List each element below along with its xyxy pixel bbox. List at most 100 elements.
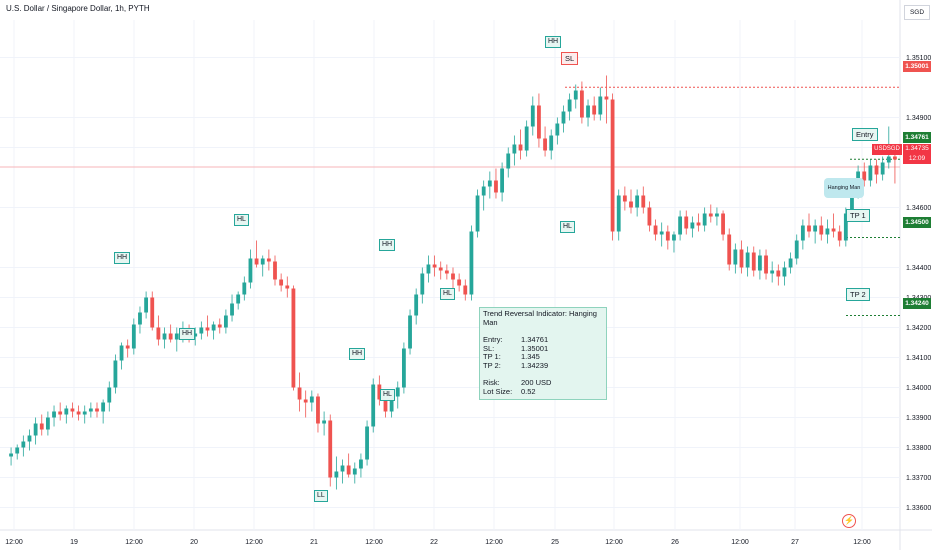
candle-body: [684, 216, 689, 229]
info-value: 1.34239: [521, 360, 549, 370]
x-tick-label: 12:00: [5, 539, 23, 546]
candle-body: [764, 255, 768, 274]
x-tick-label: 21: [310, 539, 318, 546]
candle-body: [211, 324, 216, 331]
candle-body: [629, 201, 633, 208]
candle-body: [524, 126, 529, 151]
info-row: Entry: 1.34761: [483, 336, 603, 345]
candle-body: [579, 90, 584, 118]
candle-body: [770, 270, 775, 274]
candle-body: [481, 186, 486, 196]
candle-body: [119, 345, 124, 361]
swing-label: LL: [314, 490, 328, 502]
candle-body: [39, 423, 44, 430]
info-row: SL: 1.35001: [483, 343, 603, 354]
candle-body: [248, 258, 253, 283]
candle-body: [365, 426, 369, 460]
x-tick-label: 12:00: [245, 539, 263, 546]
candle-body: [518, 144, 523, 151]
candle-body: [426, 264, 431, 274]
info-value: 1.345: [521, 352, 540, 362]
y-tick-label: 1.35100: [906, 55, 931, 62]
bar-countdown: 12:09: [908, 155, 926, 162]
candle-body: [168, 333, 173, 340]
candle-body: [469, 231, 474, 295]
candle-body: [64, 408, 69, 415]
candle-body: [678, 216, 683, 235]
info-box-title: Trend Reversal Indicator: Hanging Man: [483, 309, 597, 327]
sl-label: SL: [561, 52, 579, 65]
candle-body: [444, 270, 449, 274]
y-tick-label: 1.33800: [906, 445, 931, 452]
candle-body: [850, 189, 854, 214]
candle-body: [475, 195, 480, 232]
candle-body: [757, 255, 762, 271]
candle-body: [9, 453, 13, 457]
swing-label: HH: [179, 328, 196, 340]
candle-body: [635, 195, 640, 208]
candle-body: [543, 138, 547, 151]
candle-body: [291, 288, 296, 388]
lightning-icon[interactable]: ⚡: [842, 514, 856, 528]
candle-body: [862, 171, 867, 181]
candle-body: [27, 435, 32, 442]
candle-body: [819, 225, 824, 235]
candle-body: [500, 168, 505, 193]
candle-body: [76, 411, 81, 415]
candle-body: [297, 387, 302, 400]
swing-label: HH: [545, 36, 562, 48]
info-key: TP 2:: [483, 360, 501, 370]
x-tick-label: 20: [190, 539, 198, 546]
candle-body: [377, 384, 382, 400]
x-tick-label: 19: [70, 539, 78, 546]
candle-body: [672, 234, 676, 241]
candle-body: [88, 408, 93, 412]
info-key: SL:: [483, 343, 495, 353]
y-tick-label: 1.34400: [906, 265, 931, 272]
swing-label: HH: [379, 239, 396, 251]
candle-body: [813, 225, 818, 232]
currency-selector[interactable]: SGD: [904, 5, 930, 20]
candle-body: [708, 213, 713, 217]
info-row: TP 2: 1.34239: [483, 360, 603, 371]
candle-body: [236, 294, 241, 304]
y-tick-label: 1.34200: [906, 325, 931, 332]
info-row: TP 1: 1.345: [483, 353, 603, 362]
candle-body: [322, 420, 327, 424]
candle-body: [395, 387, 400, 397]
candle-body: [561, 111, 566, 124]
candle-body: [512, 144, 517, 154]
info-key: Entry:: [483, 335, 503, 345]
candle-body: [389, 396, 394, 412]
candle-body: [567, 99, 572, 112]
candle-body: [205, 327, 210, 331]
candle-body: [131, 324, 136, 349]
candle-body: [138, 312, 142, 325]
y-tick-label: 1.34600: [906, 205, 931, 212]
candle-body: [549, 135, 554, 151]
candle-body: [254, 258, 259, 265]
entry-price-tag: 1.34761: [903, 132, 931, 143]
candle-body: [487, 180, 492, 187]
swing-label: HH: [349, 348, 366, 360]
info-key: Lot Size:: [483, 386, 513, 396]
x-tick-label: 12:00: [853, 539, 871, 546]
candle-body: [352, 468, 357, 475]
candle-body: [745, 252, 750, 268]
candle-body: [144, 297, 149, 313]
candle-body: [346, 465, 351, 475]
candle-body: [739, 249, 744, 268]
candle-body: [438, 267, 443, 271]
candle-body: [223, 315, 228, 328]
candle-body: [273, 261, 277, 280]
x-tick-label: 12:00: [365, 539, 383, 546]
candle-body: [868, 165, 873, 181]
sl-price-tag: 1.35001: [903, 61, 931, 72]
candle-body: [696, 222, 701, 226]
x-tick-label: 12:00: [605, 539, 623, 546]
x-tick-label: 12:00: [485, 539, 503, 546]
y-tick-label: 1.33600: [906, 505, 931, 512]
swing-label: HL: [560, 221, 575, 233]
candle-body: [420, 273, 425, 295]
